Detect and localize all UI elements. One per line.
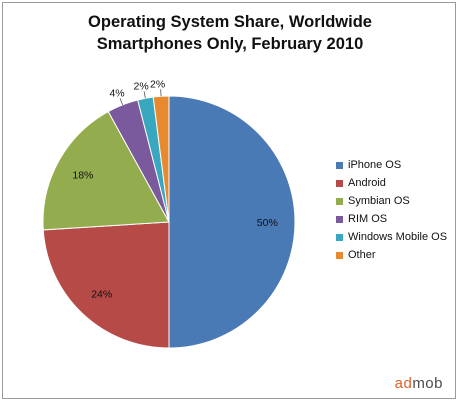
legend-label: Symbian OS xyxy=(348,195,410,207)
legend-item-other: Other xyxy=(336,246,447,264)
data-label-iphone-os: 50% xyxy=(257,217,278,229)
data-label-android: 24% xyxy=(91,289,112,301)
chart-legend: iPhone OS Android Symbian OS RIM OS Windows … xyxy=(336,156,447,264)
legend-item-android: Android xyxy=(336,174,447,192)
legend-swatch xyxy=(336,251,343,259)
admob-logo: admob xyxy=(394,375,443,392)
chart-title-block: Operating System Share, Worldwide Smartp… xyxy=(3,11,457,55)
legend-item-iphone-os: iPhone OS xyxy=(336,156,447,174)
legend-item-symbian-os: Symbian OS xyxy=(336,192,447,210)
leader-line-rim-os xyxy=(119,98,123,105)
chart-frame: Operating System Share, Worldwide Smartp… xyxy=(2,2,456,399)
legend-swatch xyxy=(336,161,343,169)
data-label-symbian-os: 18% xyxy=(72,170,93,182)
leader-line-windows-mobile-os xyxy=(143,91,146,99)
legend-swatch xyxy=(336,215,343,223)
legend-item-windows-mobile-os: Windows Mobile OS xyxy=(336,228,447,246)
legend-item-rim-os: RIM OS xyxy=(336,210,447,228)
chart-title: Operating System Share, Worldwide xyxy=(88,13,372,31)
data-label-rim-os: 4% xyxy=(109,87,124,99)
pie-chart: 50% 24% 18% 4% 2% 2% xyxy=(42,78,296,349)
data-label-other: 2% xyxy=(150,78,165,90)
legend-label: RIM OS xyxy=(348,213,388,225)
legend-swatch xyxy=(336,179,343,187)
legend-label: Android xyxy=(348,177,386,189)
pie-slice-iphone-os xyxy=(168,95,296,349)
legend-swatch xyxy=(336,197,343,205)
pie-slice-symbian-os xyxy=(42,110,170,231)
chart-subtitle: Smartphones Only, February 2010 xyxy=(96,35,364,53)
data-label-windows-mobile-os: 2% xyxy=(133,80,148,92)
legend-label: iPhone OS xyxy=(348,159,402,171)
pie-slice-android xyxy=(42,221,170,349)
legend-label: Other xyxy=(348,249,376,261)
legend-label: Windows Mobile OS xyxy=(348,231,448,243)
legend-swatch xyxy=(336,233,343,241)
